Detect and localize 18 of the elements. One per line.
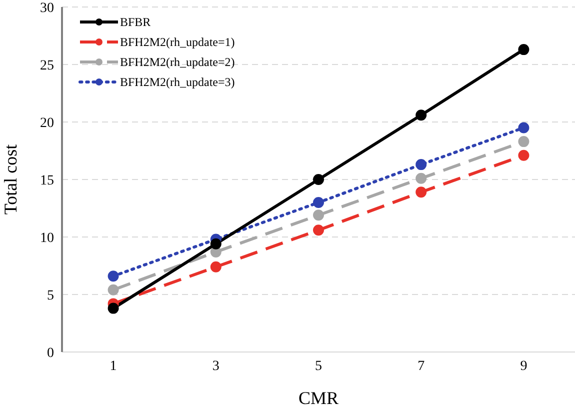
legend-label: BFH2M2(rh_update=2) <box>120 54 235 71</box>
y-tick-label: 30 <box>40 0 54 16</box>
y-tick-label: 5 <box>47 288 54 304</box>
legend-label: BFH2M2(rh_update=3) <box>120 74 235 91</box>
y-tick-label: 10 <box>40 230 54 246</box>
y-tick-label: 25 <box>40 58 54 74</box>
y-tick-label: 15 <box>40 173 54 188</box>
y-axis-title: Total cost <box>0 144 20 215</box>
legend-label: BFBR <box>120 14 151 31</box>
x-tick-label: 5 <box>315 358 322 374</box>
x-tick-label: 1 <box>110 358 117 374</box>
legend-label: BFH2M2(rh_update=1) <box>120 34 235 51</box>
x-axis-title: CMR <box>298 388 339 406</box>
x-tick-label: 7 <box>418 358 425 374</box>
y-tick-label: 0 <box>47 346 54 361</box>
x-tick-label: 3 <box>212 358 220 374</box>
x-tick-label: 9 <box>520 358 528 374</box>
y-tick-label: 20 <box>40 116 54 131</box>
